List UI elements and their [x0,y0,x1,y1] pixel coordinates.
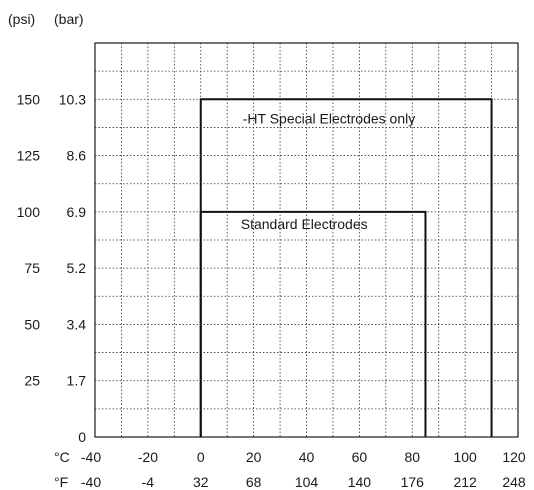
y-tick-psi: 100 [17,204,41,220]
x-tick-celsius: 40 [299,449,315,465]
y-tick-bar: 5.2 [67,260,87,276]
y-tick-bar: 1.7 [67,373,87,389]
x-tick-fahrenheit: 176 [401,474,425,490]
region-boundary-ht-special [199,98,493,437]
plot-frame [94,42,519,438]
x-tick-fahrenheit: 140 [348,474,372,490]
x-axis-tick-labels: -40-40-20-403220684010460140801761002121… [81,449,526,490]
x-tick-fahrenheit: -40 [81,474,101,490]
x-tick-celsius: -40 [81,449,101,465]
x-tick-celsius: 80 [404,449,420,465]
x-tick-fahrenheit: 212 [453,474,477,490]
x-tick-fahrenheit: 104 [295,474,319,490]
y-tick-psi: 25 [24,373,40,389]
x-tick-celsius: 60 [352,449,368,465]
x-tick-celsius: -20 [138,449,158,465]
grid-lines [95,43,518,437]
y-axis-tick-labels: 0 25 1.7 50 3.4 75 5.2 100 6.9 125 8.6 150 10.3 [17,91,87,445]
x-tick-celsius: 100 [453,449,477,465]
y-tick-bar: 8.6 [67,148,87,164]
x-axis-celsius-unit-label: °C [54,449,70,465]
y-tick-psi: 150 [17,91,41,107]
x-tick-fahrenheit: -4 [142,474,155,490]
y-tick-psi: 50 [24,316,40,332]
x-tick-fahrenheit: 248 [502,474,526,490]
x-tick-fahrenheit: 68 [246,474,262,490]
region-label-ht-special: -HT Special Electrodes only [243,110,415,126]
y-tick-bar: 0 [78,429,86,445]
y-tick-bar: 10.3 [59,91,86,107]
operating-regions: Standard Electrodes -HT Special Electrode… [199,98,493,437]
x-tick-celsius: 0 [197,449,205,465]
y-tick-psi: 75 [24,260,40,276]
x-tick-celsius: 120 [502,449,526,465]
x-axis-fahrenheit-unit-label: °F [54,474,68,490]
x-tick-fahrenheit: 32 [193,474,209,490]
y-tick-psi: 125 [17,148,41,164]
y-axis-bar-unit-label: (bar) [54,11,84,27]
x-tick-celsius: 20 [246,449,262,465]
y-tick-bar: 3.4 [67,316,87,332]
y-tick-bar: 6.9 [67,204,87,220]
y-axis-psi-unit-label: (psi) [8,11,35,27]
region-label-standard: Standard Electrodes [241,216,368,232]
